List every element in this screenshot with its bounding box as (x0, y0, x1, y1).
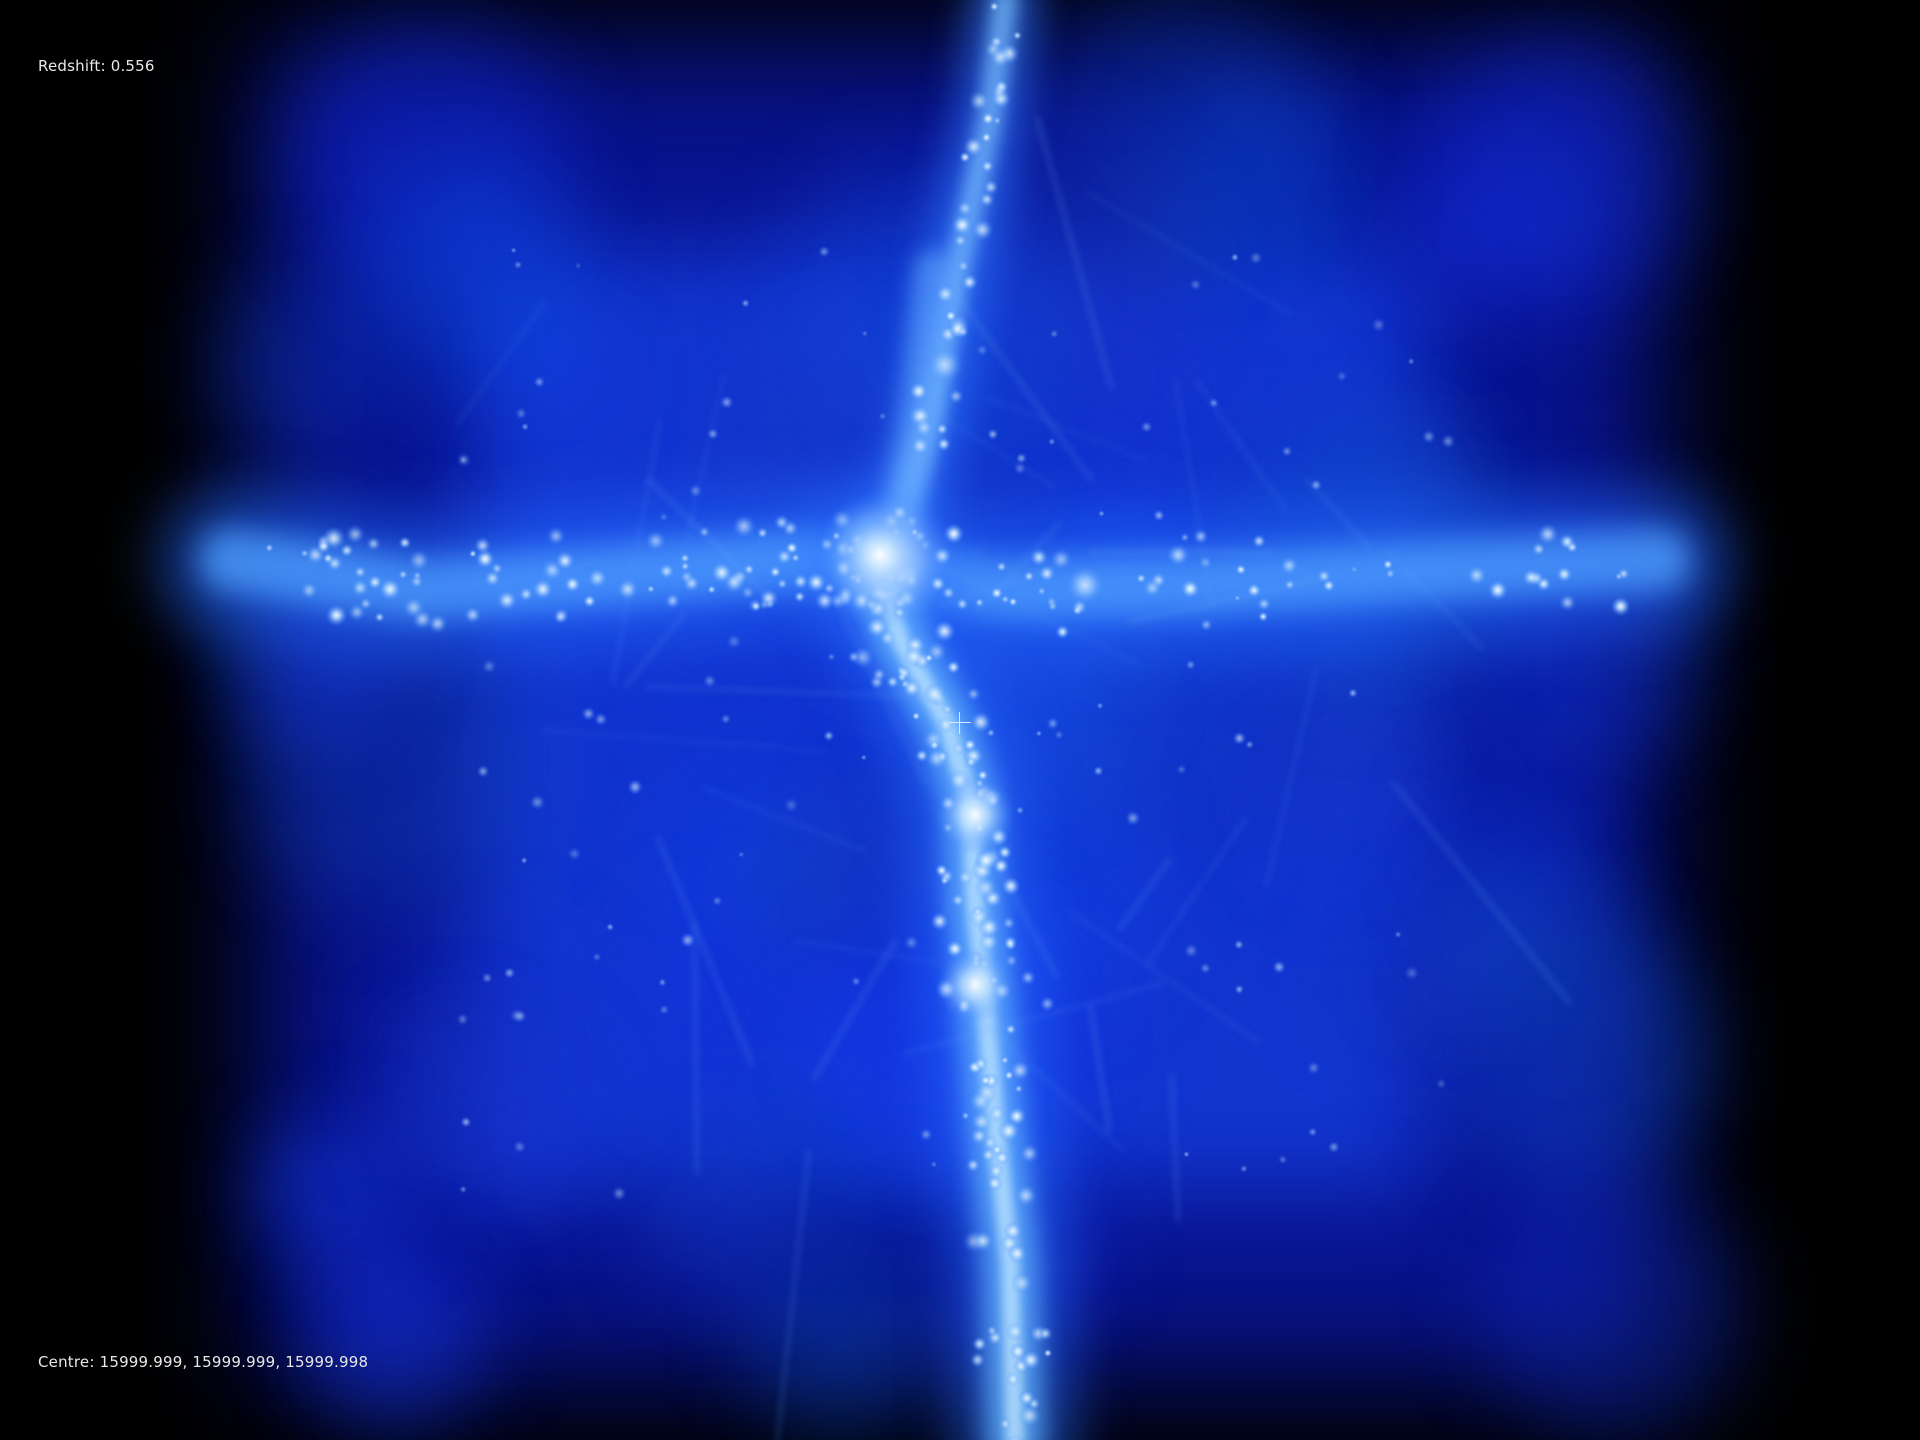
redshift-readout: Redshift: 0.556 (38, 57, 155, 75)
centre-readout: Centre: 15999.999, 15999.999, 15999.998 (38, 1353, 369, 1371)
crosshair-icon (949, 712, 971, 734)
